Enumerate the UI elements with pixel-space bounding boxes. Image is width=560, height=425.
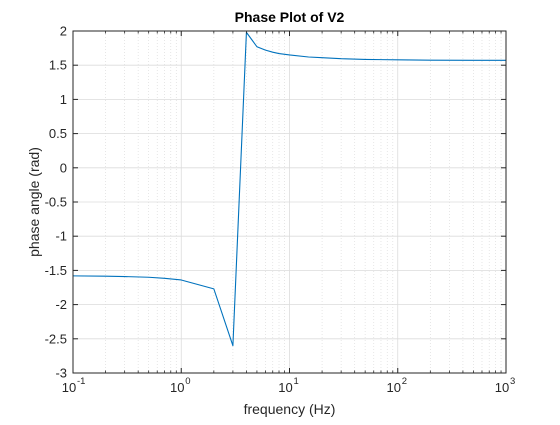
x-tick-exponent: 0 [185,376,190,387]
x-tick-exponent: 3 [510,376,515,387]
y-tick-label: 0.5 [49,126,67,141]
y-tick-label: 2 [60,24,67,39]
x-tick-exponent: -1 [77,376,85,387]
x-tick-exponent: 1 [294,376,299,387]
series-layer [72,31,507,347]
y-tick-label: -3 [55,366,67,381]
y-tick-label: -2 [55,297,67,312]
y-tick-label: 0 [60,160,67,175]
y-tick-label: -2.5 [45,331,67,346]
x-tick-labels: 10 -1 10 0 10 1 10 2 10 3 [62,376,516,395]
phase-series-line [72,31,507,347]
chart-title: Phase Plot of V2 [235,9,345,25]
x-tick-exponent: 2 [402,376,407,387]
y-axis-label: phase angle (rad) [26,147,42,257]
y-tick-label: -1.5 [45,263,67,278]
tick-marks [72,30,507,374]
y-tick-label: -0.5 [45,195,67,210]
y-tick-labels: -3 -2.5 -2 -1.5 -1 -0.5 0 0.5 1 1.5 2 [45,24,67,381]
x-tick-label: 10 [278,380,292,395]
x-tick-label: 10 [495,380,509,395]
x-tick-label: 10 [62,380,76,395]
x-tick-label: 10 [387,380,401,395]
y-tick-label: 1 [60,92,67,107]
x-tick-label: 10 [170,380,184,395]
y-tick-label: 1.5 [49,58,67,73]
x-axis-label: frequency (Hz) [244,401,336,417]
y-tick-label: -1 [55,229,67,244]
